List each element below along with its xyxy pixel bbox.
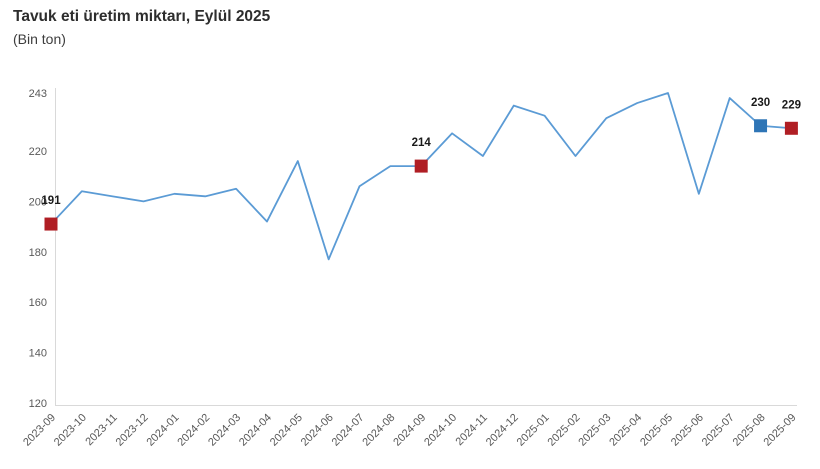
- x-tick-label: 2023-11: [83, 412, 119, 448]
- x-tick-label: 2023-09: [21, 412, 58, 449]
- x-tick-label: 2024-11: [454, 412, 490, 448]
- y-tick-label: 140: [29, 348, 47, 360]
- data-label-2023-09: 191: [41, 195, 61, 207]
- x-tick-label: 2023-12: [114, 412, 151, 449]
- x-tick-label: 2024-12: [484, 412, 521, 449]
- y-tick-label: 243: [29, 88, 47, 100]
- x-tick-label: 2024-08: [360, 412, 397, 449]
- x-tick-label: 2024-03: [206, 412, 243, 449]
- data-marker-2023-09: [44, 217, 58, 231]
- x-tick-label: 2023-10: [52, 412, 89, 449]
- x-tick-label: 2025-05: [638, 412, 675, 449]
- x-tick-label: 2025-01: [515, 412, 552, 449]
- x-tick-label: 2024-07: [330, 412, 367, 449]
- x-tick-label: 2025-04: [607, 412, 644, 449]
- x-tick-label: 2024-10: [422, 412, 459, 449]
- x-tick-label: 2024-02: [175, 412, 212, 449]
- data-marker-2025-08: [754, 119, 768, 133]
- x-tick-label: 2025-07: [700, 412, 737, 449]
- x-tick-label: 2025-09: [761, 412, 798, 449]
- y-tick-label: 220: [29, 146, 47, 158]
- y-tick-label: 160: [29, 297, 47, 309]
- data-label-2025-09: 229: [782, 99, 801, 111]
- data-label-2024-09: 214: [412, 137, 432, 149]
- x-tick-label: 2024-09: [391, 412, 428, 449]
- x-tick-label: 2025-06: [669, 412, 706, 449]
- x-tick-label: 2025-02: [546, 412, 583, 449]
- y-tick-label: 120: [29, 398, 47, 410]
- data-marker-2025-09: [784, 121, 798, 135]
- data-marker-2024-09: [414, 159, 428, 173]
- x-tick-label: 2024-04: [237, 412, 274, 449]
- x-tick-label: 2024-05: [268, 412, 305, 449]
- y-tick-label: 180: [29, 247, 47, 259]
- data-label-2025-08: 230: [751, 97, 770, 109]
- chart-title: Tavuk eti üretim miktarı, Eylül 2025: [13, 8, 271, 25]
- x-tick-label: 2025-03: [576, 412, 613, 449]
- x-tick-label: 2024-06: [299, 412, 336, 449]
- y-tick-label: 200: [29, 196, 47, 208]
- x-tick-label: 2024-01: [144, 412, 181, 449]
- chart-subtitle: (Bin ton): [13, 31, 66, 47]
- series-line: [50, 92, 793, 261]
- x-tick-label: 2025-08: [731, 412, 768, 449]
